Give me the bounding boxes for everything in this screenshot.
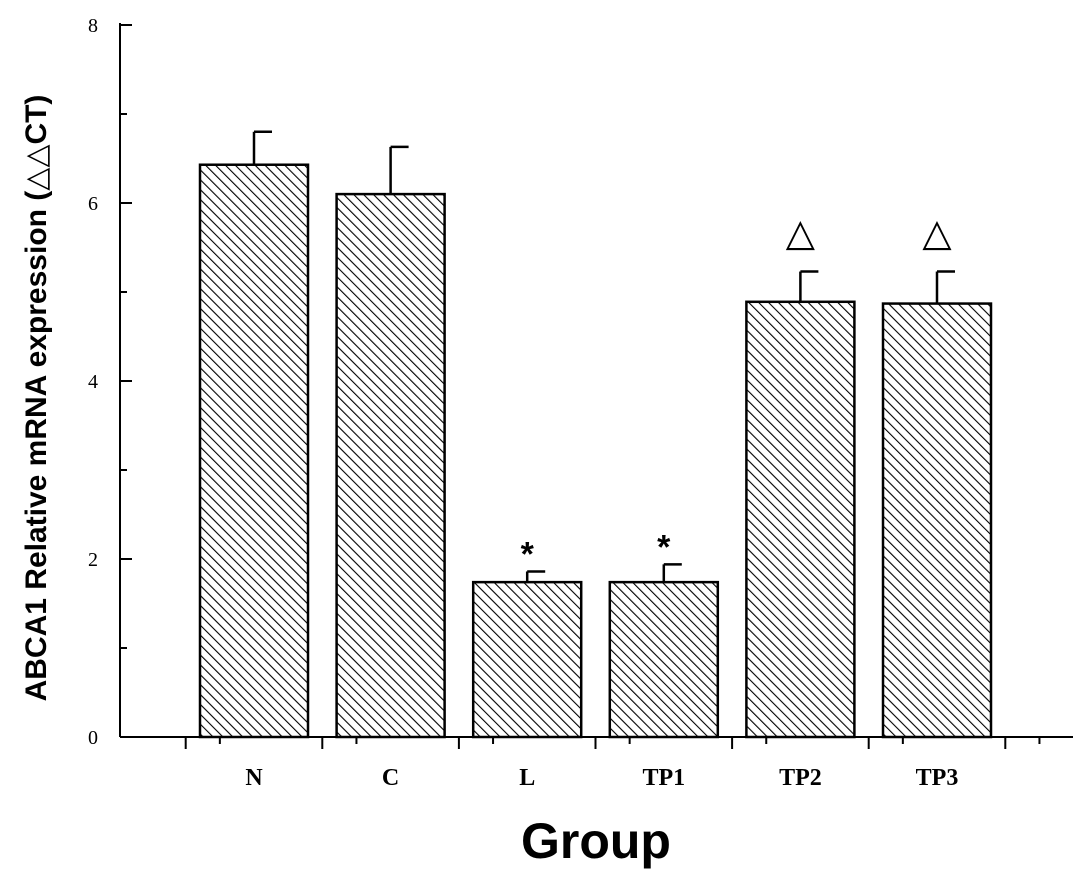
x-tick-label-TP2: TP2 [779, 765, 822, 791]
bar-TP1 [608, 580, 720, 739]
x-tick-label-C: C [382, 765, 399, 791]
significance-marker-TP3: △ [922, 211, 952, 255]
y-tick-label: 6 [88, 193, 98, 215]
bar-TP3 [881, 302, 993, 739]
bar-N [198, 163, 310, 739]
x-tick-label-TP1: TP1 [642, 765, 685, 791]
y-tick-label: 8 [88, 15, 98, 37]
x-tick-label-L: L [519, 765, 535, 791]
bars-layer: * * △ △ [198, 130, 993, 739]
bar-C [335, 192, 446, 739]
y-axis-label: ABCA1 Relative mRNA expression (△△CT) [20, 95, 53, 702]
significance-marker-TP2: △ [786, 211, 816, 255]
y-tick-label: 0 [88, 727, 98, 749]
bar-TP2 [745, 300, 856, 739]
bar-L [471, 580, 583, 739]
x-tick-label-TP3: TP3 [916, 765, 959, 791]
significance-marker-TP1: * [657, 528, 671, 566]
y-tick-label: 2 [88, 549, 98, 571]
y-tick-label: 4 [88, 371, 98, 393]
labels-layer: ABCA1 Relative mRNA expression (△△CT) Gr… [20, 95, 671, 869]
significance-marker-L: * [521, 535, 535, 573]
x-axis-label: Group [521, 813, 671, 869]
x-tick-label-N: N [245, 765, 263, 791]
axes-layer: N C L TP1 TP2 TP3 0 2 4 6 8 [88, 15, 1073, 791]
